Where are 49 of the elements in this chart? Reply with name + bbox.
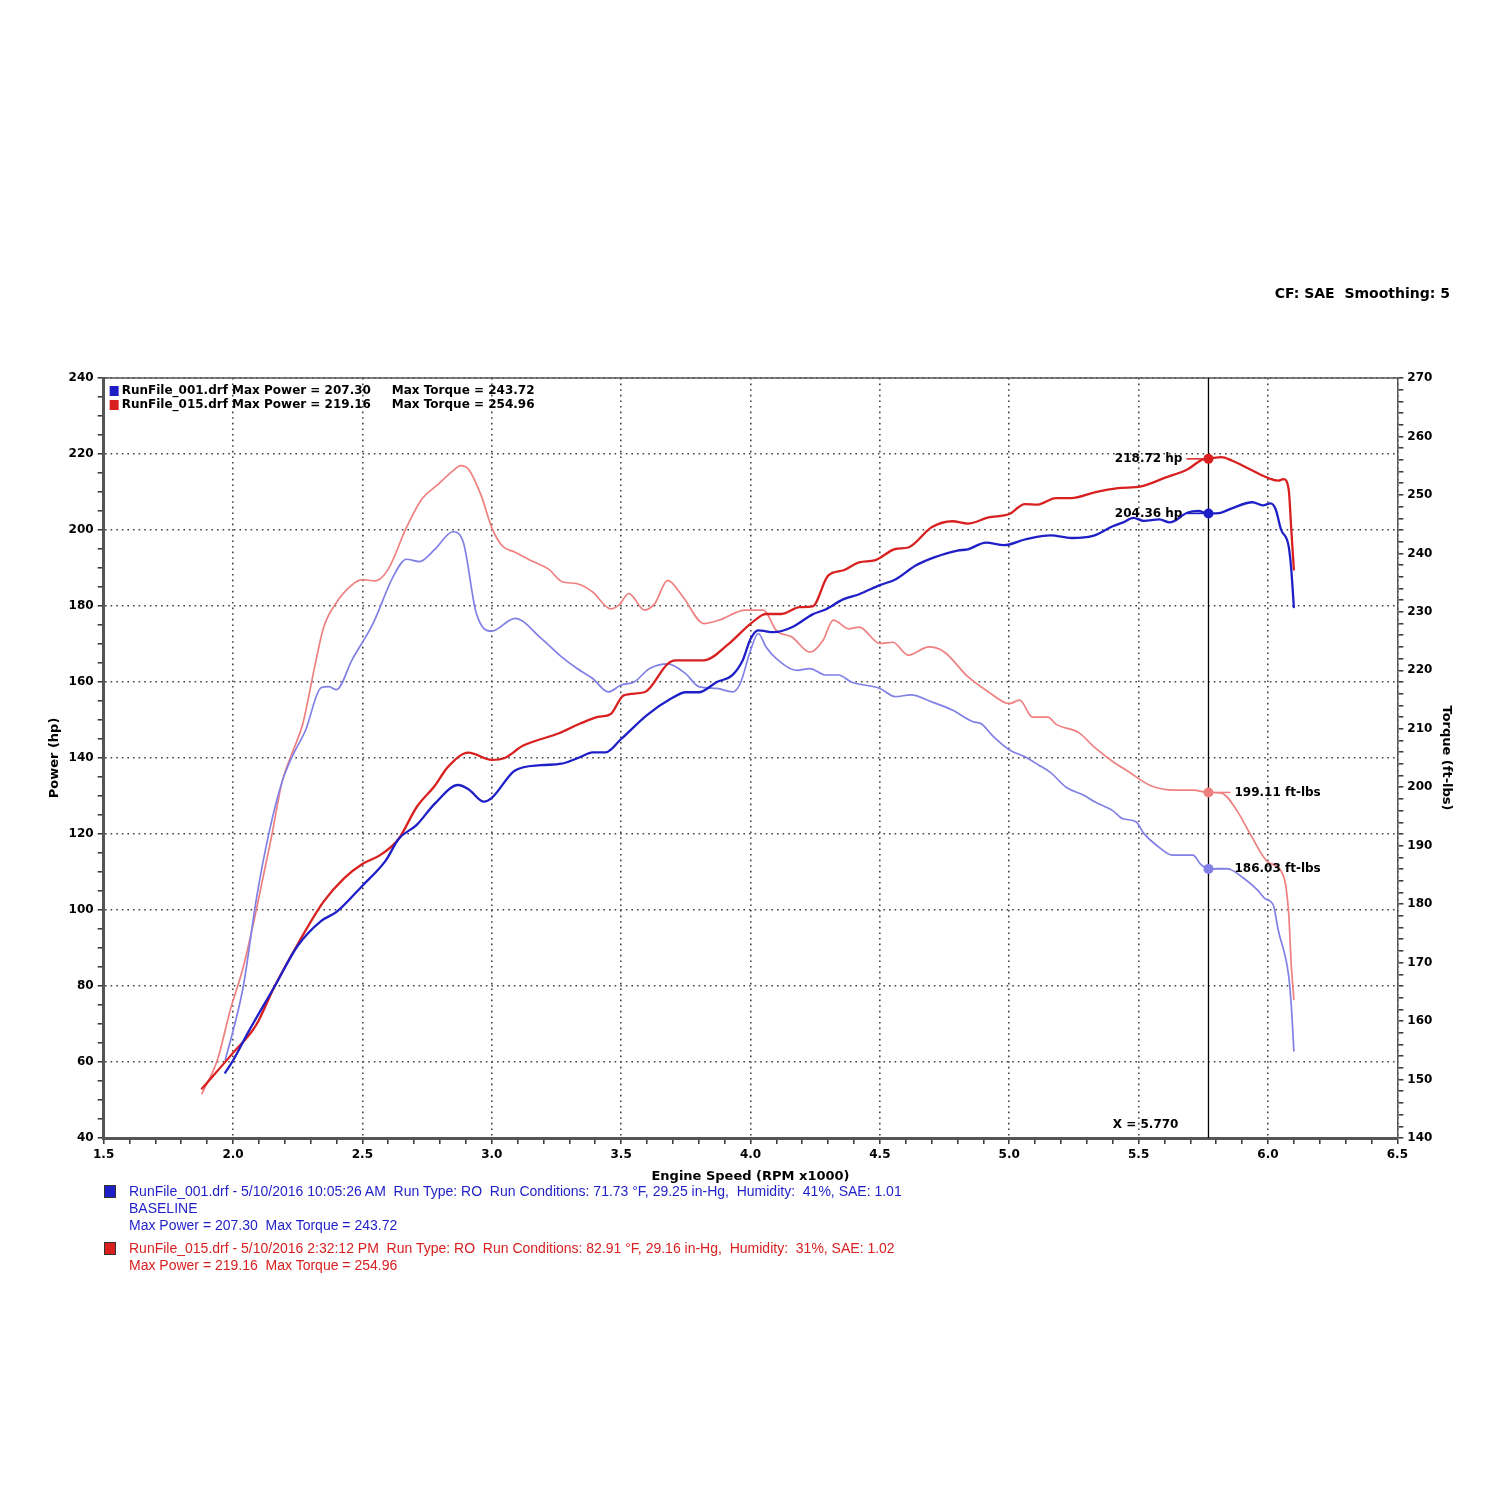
x-tick-label: 2.5 [351,1147,374,1162]
y2-tick-label: 200 [1407,779,1433,794]
x-tick-label: 4.0 [739,1147,762,1162]
y-tick-label: 180 [68,598,94,613]
y-tick-label: 240 [68,370,94,385]
y-tick-label: 140 [68,750,94,765]
y-tick-label: 60 [76,1054,94,1069]
x-tick-label: 4.5 [869,1147,891,1162]
y2-tick-label: 210 [1407,720,1433,735]
y2-tick-label: 160 [1407,1013,1433,1028]
text: CF: SAE Smoothing: 5 [1274,285,1450,301]
y2-tick-label: 250 [1407,487,1433,502]
x-tick-label: 5.0 [998,1147,1020,1162]
text: RunFile_015.drf - 5/10/2016 2:32:12 PM Run Type: RO Run Conditions: 82.91 °F, 29.16 in-Hg, Humidity: 31%, SAE: 1.02 Max Power = 219.16 Max Torque = 254.96 [129,1240,895,1273]
y2-tick-label: 170 [1407,954,1433,969]
y2-tick-label: 220 [1407,662,1433,677]
x-tick-label: 5.5 [1127,1147,1150,1162]
y-tick-label: 160 [68,674,94,689]
y2-tick-label: 260 [1407,428,1433,443]
x-tick-label: 2.0 [222,1147,244,1162]
x-tick-label: 3.5 [610,1147,632,1162]
data-label: 218.72 hp [1114,450,1183,465]
y2-axis-title: Torque (ft-lbs) [1439,705,1455,811]
y2-tick-label: 270 [1407,370,1433,385]
data-label: 186.03 ft-lbs [1234,861,1321,876]
y-tick-label: 80 [76,978,94,993]
legend-label: RunFile_001.drf Max Power = 207.30 Max Torque = 243.72 [121,383,535,399]
x-axis-title: Engine Speed (RPM x1000) [651,1167,850,1183]
y2-tick-label: 140 [1407,1130,1433,1145]
y2-tick-label: 150 [1407,1071,1433,1086]
text: RunFile_001.drf - 5/10/2016 10:05:26 AM Run Type: RO Run Conditions: 71.73 °F, 29.25 in-Hg, Humidity: 41%, SAE: 1.01 BASELINE Max Power = 207.30 Max Torque = 243.72 [129,1183,902,1233]
y-tick-label: 120 [68,826,94,841]
ref-line-label: X = 5.770 [1112,1117,1179,1132]
y2-tick-label: 230 [1407,603,1433,618]
x-tick-label: 6.0 [1257,1147,1279,1162]
data-label: 204.36 hp [1114,505,1183,520]
y-tick-label: 200 [68,522,94,537]
y-tick-label: 100 [68,902,94,917]
y2-tick-label: 240 [1407,545,1433,560]
y-tick-label: 40 [76,1130,94,1145]
x-tick-label: 3.0 [481,1147,503,1162]
x-tick-label: 1.5 [93,1147,115,1162]
legend-label: RunFile_015.drf Max Power = 219.16 Max Torque = 254.96 [121,397,535,413]
x-tick-label: 6.5 [1386,1147,1408,1162]
y-tick-label: 220 [68,446,94,461]
y2-tick-label: 190 [1407,837,1433,852]
y-axis-title: Power (hp) [46,717,62,799]
y2-tick-label: 180 [1407,896,1433,911]
data-label: 199.11 ft-lbs [1234,784,1321,799]
